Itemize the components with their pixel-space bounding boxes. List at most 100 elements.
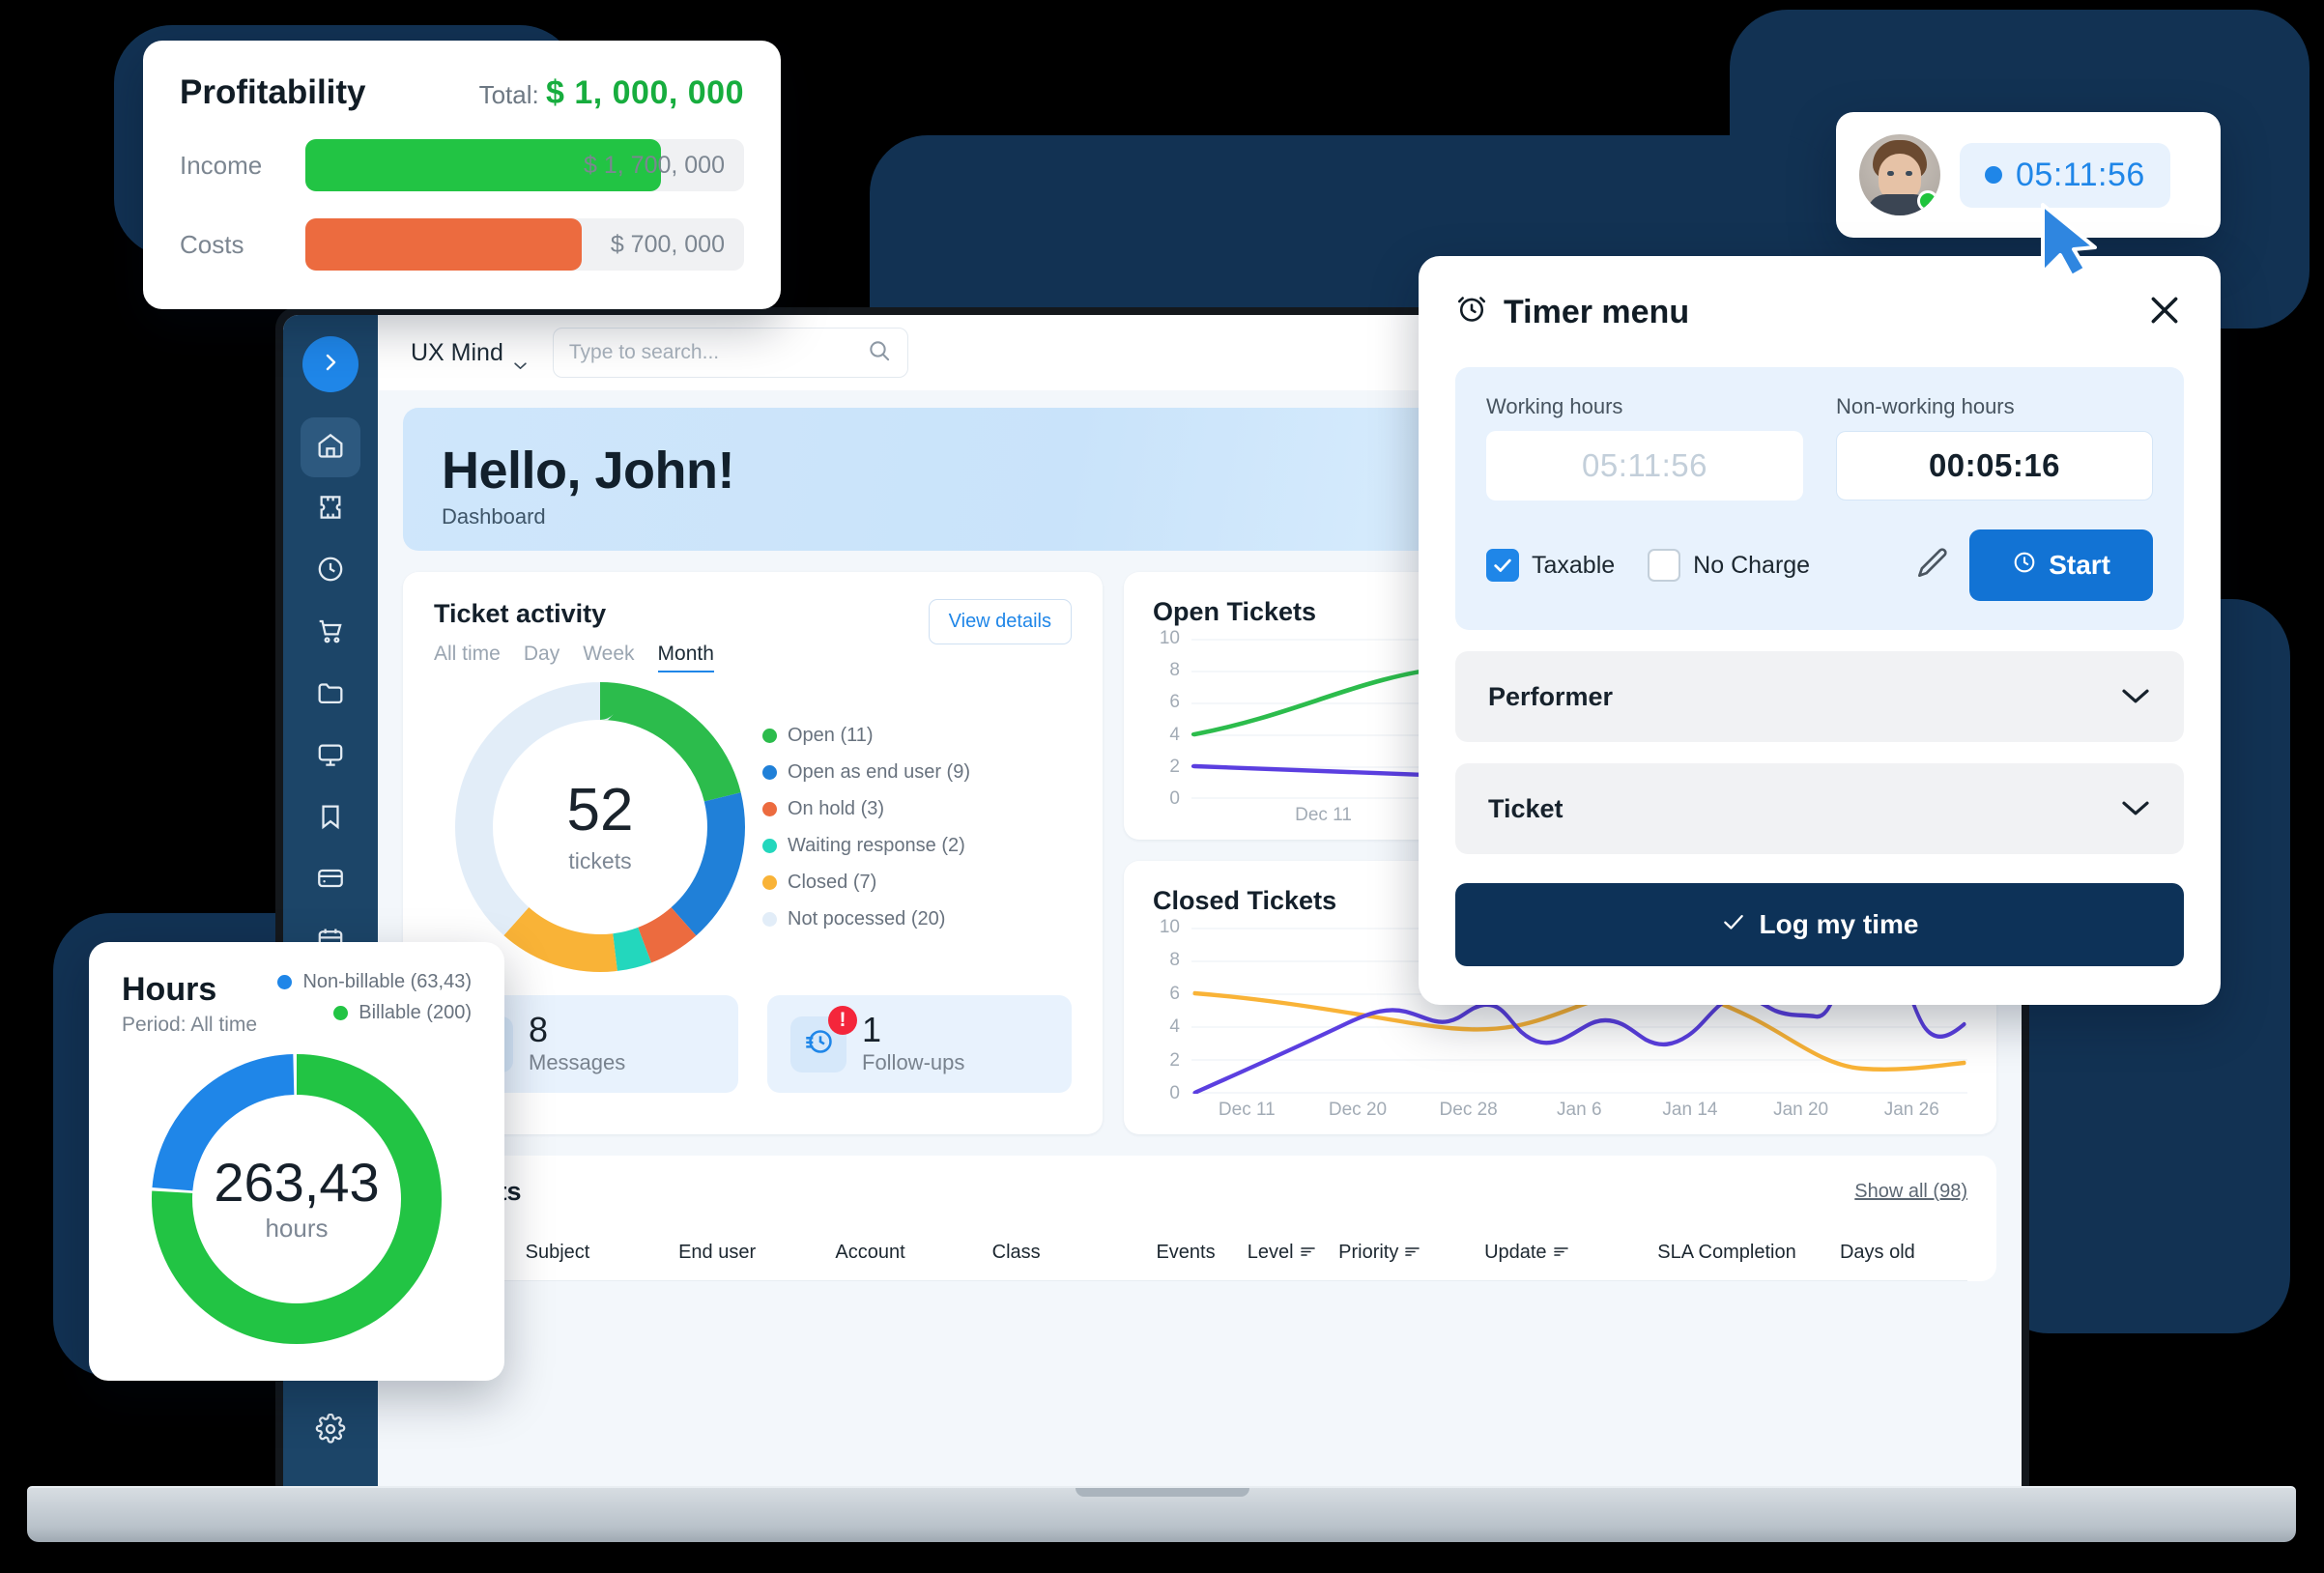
start-button-label: Start [2049, 550, 2110, 580]
col-days-old[interactable]: Days old [1839, 1241, 1915, 1263]
legend-dot-waiting [762, 838, 777, 853]
stat-label: Messages [529, 1050, 626, 1074]
ticket-activity-header: Ticket activity All time Day Week Month … [434, 599, 1072, 672]
ticket-activity-tabs: All time Day Week Month [434, 643, 714, 672]
legend-item: Closed (7) [762, 872, 970, 894]
non-working-hours-input[interactable]: 00:05:16 [1836, 431, 2153, 500]
sidebar-collapse-button[interactable] [302, 336, 359, 392]
y-tick: 4 [1169, 1016, 1180, 1038]
start-button[interactable]: Start [1969, 529, 2153, 601]
no-charge-checkbox-group[interactable]: No Charge [1648, 549, 1810, 582]
profitability-total-label: Total: [478, 80, 539, 109]
col-subject[interactable]: Subject [525, 1241, 590, 1263]
no-charge-checkbox[interactable] [1648, 549, 1681, 582]
profitability-row-income: Income $ 1, 700, 000 [180, 139, 744, 191]
timer-running-dot-icon [1985, 166, 2002, 184]
legend-dot-not-processed [762, 911, 777, 927]
history-icon [802, 1025, 835, 1063]
sidebar-item-projects[interactable] [301, 665, 360, 725]
tab-all-time[interactable]: All time [434, 643, 501, 665]
timer-pill[interactable]: 05:11:56 [1960, 142, 2170, 208]
sidebar-item-home[interactable] [301, 417, 360, 477]
taxable-label: Taxable [1532, 551, 1616, 579]
avatar-eye-right [1906, 171, 1912, 176]
sort-icon[interactable] [1300, 1242, 1316, 1264]
sidebar-item-time[interactable] [301, 541, 360, 601]
legend-item: Non-billable (63,43) [277, 971, 472, 993]
profitability-title: Profitability [180, 73, 366, 111]
hours-donut-center: 263,43 hours [152, 1054, 442, 1344]
show-all-link[interactable]: Show all (98) [1854, 1181, 1967, 1202]
working-hours-input[interactable]: 05:11:56 [1486, 431, 1803, 500]
non-working-hours-label: Non-working hours [1836, 394, 2015, 418]
performer-select[interactable]: Performer [1455, 651, 2184, 742]
legend-label: Waiting response (2) [788, 834, 965, 856]
status-indicator-online [1917, 190, 1938, 212]
tab-day[interactable]: Day [523, 643, 560, 665]
col-class[interactable]: Class [991, 1241, 1041, 1263]
hours-title-group: Hours Period: All time [122, 971, 257, 1037]
log-my-time-button[interactable]: Log my time [1455, 883, 2184, 966]
x-tick: Jan 26 [1883, 1100, 1939, 1120]
sidebar-item-settings[interactable] [301, 1401, 360, 1461]
sidebar-item-knowledge[interactable] [301, 788, 360, 848]
non-working-hours-field: Non-working hours 00:05:16 [1836, 394, 2153, 500]
timer-menu-panel: Timer menu Working hours 05:11:56 Non-wo… [1419, 256, 2221, 1005]
sidebar-item-sales[interactable] [301, 603, 360, 663]
y-tick: 2 [1169, 1049, 1180, 1071]
sidebar-item-assets[interactable] [301, 727, 360, 786]
bar-value-costs: $ 700, 000 [610, 230, 725, 258]
legend-label: Not pocessed (20) [788, 907, 946, 930]
col-level[interactable]: Level [1248, 1242, 1338, 1264]
performer-label: Performer [1488, 681, 1614, 711]
ticket-activity-title-group: Ticket activity All time Day Week Month [434, 599, 714, 672]
ticket-donut-svg [455, 682, 745, 972]
taxable-checkbox-group[interactable]: Taxable [1486, 549, 1615, 582]
bar-fill-income [305, 139, 661, 191]
open-tickets-title: Open Tickets [1153, 597, 1317, 626]
ticket-icon [315, 492, 346, 528]
taxable-checkbox[interactable] [1486, 549, 1519, 582]
sort-icon[interactable] [1404, 1242, 1420, 1264]
search-input[interactable] [568, 341, 857, 364]
col-account[interactable]: Account [835, 1241, 905, 1263]
alert-badge: ! [828, 1005, 857, 1035]
avatar[interactable] [1859, 134, 1940, 215]
col-end-user[interactable]: End user [678, 1241, 757, 1263]
y-tick: 0 [1169, 1083, 1180, 1103]
ticket-select[interactable]: Ticket [1455, 763, 2184, 854]
search-icon[interactable] [867, 338, 892, 368]
col-level-label: Level [1247, 1241, 1294, 1263]
legend-dot-billable [333, 1006, 349, 1020]
edit-pencil-icon[interactable] [1913, 545, 1950, 586]
closed-tickets-yaxis: 10 8 6 4 2 0 [1153, 917, 1186, 1103]
col-priority[interactable]: Priority [1338, 1242, 1484, 1264]
chevron-down-icon[interactable] [2120, 682, 2151, 712]
ticket-activity-card: Ticket activity All time Day Week Month … [403, 572, 1103, 1134]
credit-card-icon [315, 863, 346, 899]
col-sla-completion[interactable]: SLA Completion [1657, 1241, 1796, 1263]
working-hours-label: Working hours [1486, 394, 1623, 418]
view-details-button[interactable]: View details [928, 599, 1072, 644]
col-events[interactable]: Events [1156, 1241, 1216, 1263]
stat-card-followups[interactable]: ! 1 Follow-ups [767, 995, 1072, 1093]
profitability-row-costs: Costs $ 700, 000 [180, 218, 744, 271]
bar-label-costs: Costs [180, 229, 244, 259]
close-icon[interactable] [2145, 291, 2184, 334]
sidebar-item-tickets[interactable] [301, 479, 360, 539]
workspace-selector[interactable]: UX Mind [411, 339, 528, 369]
hours-legend: Non-billable (63,43) Billable (200) [277, 971, 472, 1024]
bar-track-costs: $ 700, 000 [305, 218, 744, 271]
sort-icon[interactable] [1553, 1242, 1569, 1264]
bar-label-income: Income [180, 150, 263, 180]
tab-month[interactable]: Month [657, 643, 714, 672]
hours-header: Hours Period: All time Non-billable (63,… [122, 971, 472, 1037]
search-box[interactable] [552, 328, 908, 378]
chevron-down-icon[interactable] [2120, 794, 2151, 824]
tickets-table-head-row: # Subject End user Account Class Events … [432, 1240, 1967, 1281]
stat-label: Follow-ups [862, 1050, 965, 1074]
tab-week[interactable]: Week [583, 643, 635, 665]
sidebar-item-billing[interactable] [301, 850, 360, 910]
col-update[interactable]: Update [1484, 1242, 1657, 1264]
